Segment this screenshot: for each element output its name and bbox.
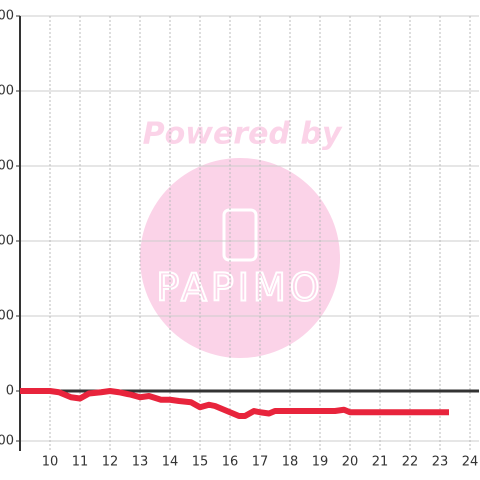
x-tick-label: 23 (432, 455, 449, 470)
watermark-caption: Powered by (143, 117, 343, 152)
y-tick-label: 90,000 (0, 159, 14, 174)
y-tick-label: 60,000 (0, 234, 14, 249)
marks (20, 388, 449, 419)
y-tick-label: -20,000 (0, 434, 14, 449)
x-tick-label: 14 (162, 455, 179, 470)
watermark-icon (222, 208, 258, 262)
watermark-brand: PAPIMO (156, 266, 323, 310)
x-tick-label: 19 (312, 455, 329, 470)
x-tick-label: 20 (342, 455, 359, 470)
x-tick-label: 11 (72, 455, 89, 470)
x-tick-label: 10 (42, 455, 59, 470)
line (20, 388, 449, 419)
x-tick-label: 16 (222, 455, 239, 470)
y-tick-label: 150,000 (0, 9, 14, 24)
y-tick-label: 0 (6, 384, 14, 399)
x-tick-label: 24 (462, 455, 479, 470)
x-tick-label: 17 (252, 455, 269, 470)
x-tick-label: 15 (192, 455, 209, 470)
x-tick-label: 22 (402, 455, 419, 470)
x-tick-label: 18 (282, 455, 299, 470)
y-tick-label: 120,000 (0, 84, 14, 99)
y-tick-label: 30,000 (0, 309, 14, 324)
x-tick-label: 12 (102, 455, 119, 470)
x-tick-label: 13 (132, 455, 149, 470)
x-tick-label: 21 (372, 455, 389, 470)
